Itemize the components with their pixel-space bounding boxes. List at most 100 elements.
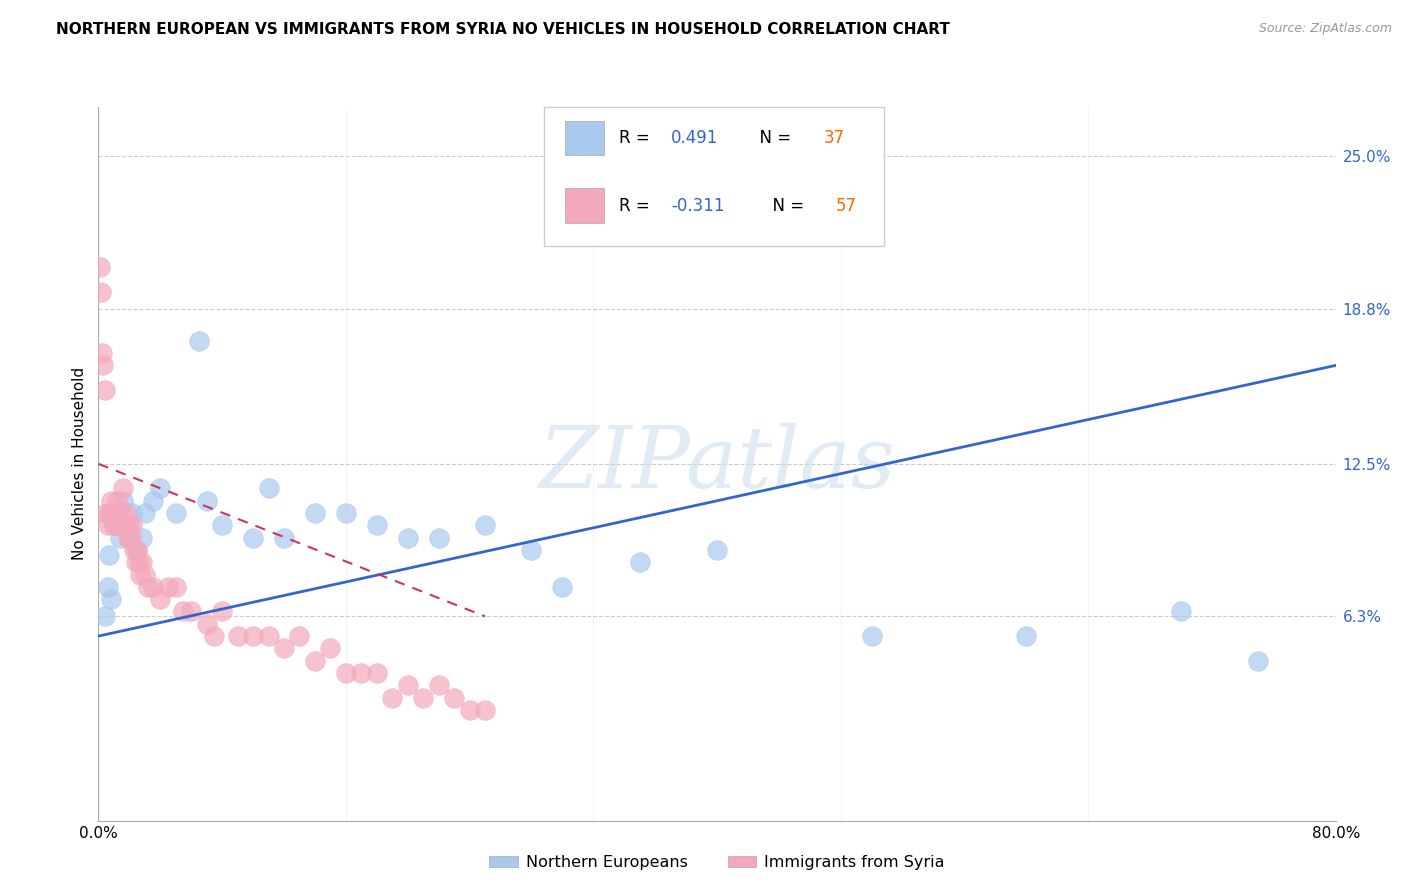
Point	[142, 493, 165, 508]
Y-axis label: No Vehicles in Household: No Vehicles in Household	[72, 368, 87, 560]
Point	[91, 359, 114, 373]
Point	[96, 506, 118, 520]
Point	[474, 518, 496, 533]
Point	[288, 629, 311, 643]
Point	[103, 518, 125, 533]
Point	[366, 518, 388, 533]
Point	[242, 629, 264, 643]
Point	[118, 531, 141, 545]
Point	[551, 580, 574, 594]
Point	[114, 518, 136, 533]
Point	[180, 605, 202, 619]
Point	[108, 506, 131, 520]
Legend: Northern Europeans, Immigrants from Syria: Northern Europeans, Immigrants from Syri…	[482, 849, 952, 877]
Point	[121, 518, 143, 533]
Point	[273, 641, 295, 656]
Point	[1170, 605, 1192, 619]
Point	[104, 506, 127, 520]
Text: 0.491: 0.491	[671, 128, 718, 146]
Point	[105, 506, 128, 520]
Point	[128, 555, 150, 569]
Text: 57: 57	[835, 196, 856, 214]
Point	[474, 703, 496, 717]
Point	[112, 493, 135, 508]
Point	[93, 383, 115, 397]
Point	[93, 609, 115, 624]
Point	[112, 482, 135, 496]
Text: Source: ZipAtlas.com: Source: ZipAtlas.com	[1258, 22, 1392, 36]
Point	[1247, 654, 1270, 668]
Point	[100, 493, 122, 508]
Point	[131, 531, 153, 545]
Text: 37: 37	[824, 128, 845, 146]
Point	[131, 555, 153, 569]
Point	[335, 665, 357, 680]
FancyBboxPatch shape	[565, 120, 605, 155]
Point	[257, 629, 280, 643]
Point	[121, 506, 143, 520]
Point	[89, 260, 111, 274]
Point	[134, 567, 156, 582]
Point	[396, 531, 419, 545]
Point	[273, 531, 295, 545]
Point	[120, 531, 142, 545]
Point	[706, 543, 728, 558]
Point	[115, 506, 138, 520]
FancyBboxPatch shape	[565, 188, 605, 223]
Point	[165, 580, 187, 594]
Point	[107, 518, 129, 533]
Point	[195, 616, 218, 631]
Point	[124, 555, 146, 569]
Text: R =: R =	[619, 196, 655, 214]
Point	[366, 665, 388, 680]
Point	[304, 654, 326, 668]
Point	[173, 605, 195, 619]
Point	[412, 690, 434, 705]
Point	[1015, 629, 1038, 643]
Point	[115, 518, 138, 533]
Point	[204, 629, 226, 643]
Point	[350, 665, 373, 680]
Point	[226, 629, 249, 643]
Point	[98, 506, 121, 520]
Point	[860, 629, 883, 643]
Text: -0.311: -0.311	[671, 196, 724, 214]
Point	[242, 531, 264, 545]
Point	[127, 543, 149, 558]
Point	[117, 531, 139, 545]
Point	[319, 641, 342, 656]
Point	[381, 690, 404, 705]
Point	[127, 543, 149, 558]
Point	[103, 518, 125, 533]
Point	[105, 493, 128, 508]
Point	[335, 506, 357, 520]
Point	[129, 567, 152, 582]
Text: NORTHERN EUROPEAN VS IMMIGRANTS FROM SYRIA NO VEHICLES IN HOUSEHOLD CORRELATION : NORTHERN EUROPEAN VS IMMIGRANTS FROM SYR…	[56, 22, 950, 37]
Point	[111, 518, 134, 533]
Point	[195, 493, 218, 508]
Point	[396, 678, 419, 692]
Text: N =: N =	[749, 128, 797, 146]
Point	[90, 285, 112, 299]
Point	[149, 592, 172, 607]
Point	[188, 334, 211, 348]
Point	[427, 678, 450, 692]
FancyBboxPatch shape	[544, 107, 884, 246]
Point	[628, 555, 651, 569]
Text: R =: R =	[619, 128, 655, 146]
Point	[118, 518, 141, 533]
Text: N =: N =	[762, 196, 808, 214]
Point	[257, 482, 280, 496]
Point	[458, 703, 481, 717]
Point	[90, 346, 112, 360]
Point	[520, 543, 543, 558]
Point	[142, 580, 165, 594]
Point	[100, 592, 122, 607]
Point	[443, 690, 465, 705]
Point	[211, 518, 233, 533]
Point	[101, 506, 124, 520]
Point	[98, 548, 121, 562]
Text: ZIPatlas: ZIPatlas	[538, 423, 896, 505]
Point	[122, 543, 145, 558]
Point	[149, 482, 172, 496]
